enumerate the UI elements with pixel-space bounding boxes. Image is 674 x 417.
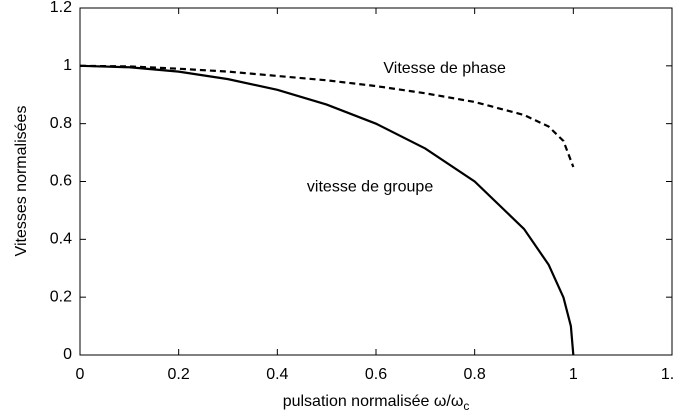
data-line [79, 64, 575, 168]
y-tick-label: 0.4 [50, 231, 72, 248]
x-axis-label-subscript: c [463, 399, 469, 413]
y-tick-label: 1 [63, 57, 72, 74]
y-tick-label: 0 [63, 346, 72, 363]
annotation: Vitesse de phase [383, 60, 506, 77]
x-tick-label: 0.4 [266, 366, 288, 383]
y-tick-label: 0.2 [50, 288, 72, 305]
x-axis-label-main: pulsation normalisée ω/ω [283, 393, 464, 410]
x-tick-label: 0.2 [168, 366, 190, 383]
x-tick-label: 0.6 [365, 366, 387, 383]
y-axis-label: Vitesses normalisées [13, 106, 30, 257]
annotation: vitesse de groupe [307, 179, 433, 196]
data-line [79, 64, 575, 356]
y-tick-label: 0.6 [50, 173, 72, 190]
x-tick-label: 0.8 [464, 366, 486, 383]
x-tick-label: 1.2 [661, 366, 674, 383]
y-tick-label: 1.2 [50, 0, 72, 16]
x-tick-label: 0 [76, 366, 85, 383]
y-tick-label: 0.8 [50, 115, 72, 132]
x-axis-label: pulsation normalisée ω/ωc [283, 393, 470, 413]
x-tick-label: 1 [569, 366, 578, 383]
